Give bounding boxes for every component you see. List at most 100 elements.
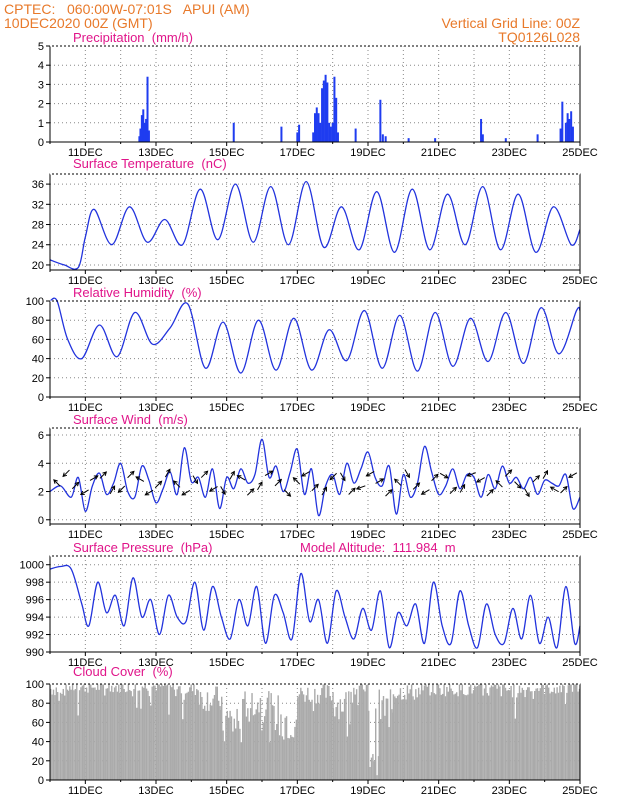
x-tick-label: 21DEC (421, 147, 457, 159)
cloud-bar (527, 687, 529, 780)
wind-vector-head (387, 488, 393, 494)
precip-bar (329, 126, 332, 142)
precip-bar (335, 97, 338, 142)
wind-vector (394, 478, 402, 486)
wind-vector (412, 482, 420, 490)
cloud-bar (542, 684, 544, 780)
wind-vector (532, 475, 540, 483)
x-tick-label: 21DEC (421, 275, 457, 287)
cloud-bar (55, 687, 57, 780)
cloud-bar (309, 701, 312, 780)
cloud-bar (95, 689, 98, 780)
y-tick-label: 0 (38, 775, 44, 787)
cloud-bar (435, 694, 437, 780)
x-tick-label: 15DEC (209, 785, 245, 797)
x-tick-label: 13DEC (138, 529, 174, 541)
cloud-bar (351, 702, 354, 780)
series-line (49, 297, 581, 374)
cloud-bar (209, 704, 211, 780)
cloud-bar (528, 687, 530, 780)
precip-bar (147, 130, 150, 142)
wind-vector (542, 470, 548, 479)
cloud-bar (497, 684, 500, 780)
wind-vector-head (230, 470, 235, 476)
cloud-bar (447, 691, 449, 780)
y-tick-label: 1000 (20, 560, 44, 572)
cloud-bar (176, 689, 178, 780)
wind-vector (504, 469, 512, 477)
precip-bar (317, 113, 320, 142)
cloud-bar (504, 687, 507, 780)
x-tick-label: 13DEC (138, 402, 174, 414)
cloud-bar (485, 684, 487, 780)
cloud-bar (261, 730, 263, 780)
cloud-bar (73, 690, 75, 780)
cloud-bar (377, 756, 380, 780)
cloud-bar (415, 689, 417, 780)
wind-vector-head (292, 476, 298, 482)
precip-bar (333, 76, 336, 142)
wind-vector-head (351, 487, 356, 493)
x-tick-label: 17DEC (280, 402, 316, 414)
cloud-bar (396, 695, 399, 780)
wind-vector (321, 487, 327, 496)
cloud-bar (409, 689, 411, 780)
x-tick-label: 11DEC (68, 147, 103, 159)
cloud-bar (401, 699, 403, 780)
cloud-bar (454, 693, 456, 780)
cloud-bar (478, 684, 480, 780)
wind-vector (192, 475, 198, 484)
x-tick-label: 19DEC (350, 529, 386, 541)
wind-vector (99, 471, 107, 479)
cloud-bar (255, 709, 257, 780)
cloud-bar (302, 694, 305, 780)
cloud-bar (453, 694, 455, 780)
cloud-bar (186, 692, 188, 780)
cloud-bar (557, 692, 560, 780)
cloud-bar (446, 686, 448, 780)
wind-vector-head (379, 478, 385, 483)
cloud-bar (380, 719, 382, 780)
wind-vector (209, 486, 218, 492)
cloud-bar (273, 706, 275, 780)
precip-bar (566, 113, 569, 142)
precip-bar (142, 109, 145, 142)
x-tick-label: 11DEC (68, 529, 103, 541)
y-tick-label: 28 (32, 220, 44, 232)
plot-area (50, 428, 580, 524)
cloud-bar (367, 684, 369, 780)
cloud-title: Cloud Cover (%) (73, 664, 173, 679)
cloud-bar (323, 684, 326, 780)
cloud-bar (403, 694, 406, 780)
cloud-bar (239, 728, 241, 780)
cloud-bar (269, 742, 271, 780)
wind-vector-head (322, 486, 328, 492)
cloud-bar (292, 737, 295, 780)
cloud-bar (536, 688, 539, 780)
cloud-bar (516, 697, 518, 780)
y-tick-label: 4 (38, 60, 44, 72)
wind-vector (431, 474, 439, 482)
cloud-bar (59, 692, 62, 780)
cloud-bar (158, 684, 160, 780)
cloud-bar (482, 695, 484, 780)
wind-vector (514, 481, 522, 489)
series-line (49, 438, 581, 517)
cloud-bar (115, 685, 117, 780)
y-tick-label: 990 (26, 647, 44, 659)
cloud-bar (240, 742, 242, 780)
cloud-bar (268, 691, 270, 780)
cloud-bar (159, 686, 162, 780)
cloud-bar (182, 719, 184, 780)
cloud-bar (197, 690, 199, 780)
y-tick-label: 40 (32, 737, 44, 749)
cloud-bar (191, 691, 194, 780)
cloud-bar (249, 708, 252, 780)
x-tick-label: 19DEC (350, 657, 386, 669)
cloud-bar (569, 684, 571, 780)
x-tick-label: 25DEC (562, 657, 598, 669)
wind-vector-head (495, 479, 501, 485)
cloud-bar (570, 684, 572, 780)
wind-vector (385, 489, 393, 497)
wind-vector-head (135, 476, 141, 481)
